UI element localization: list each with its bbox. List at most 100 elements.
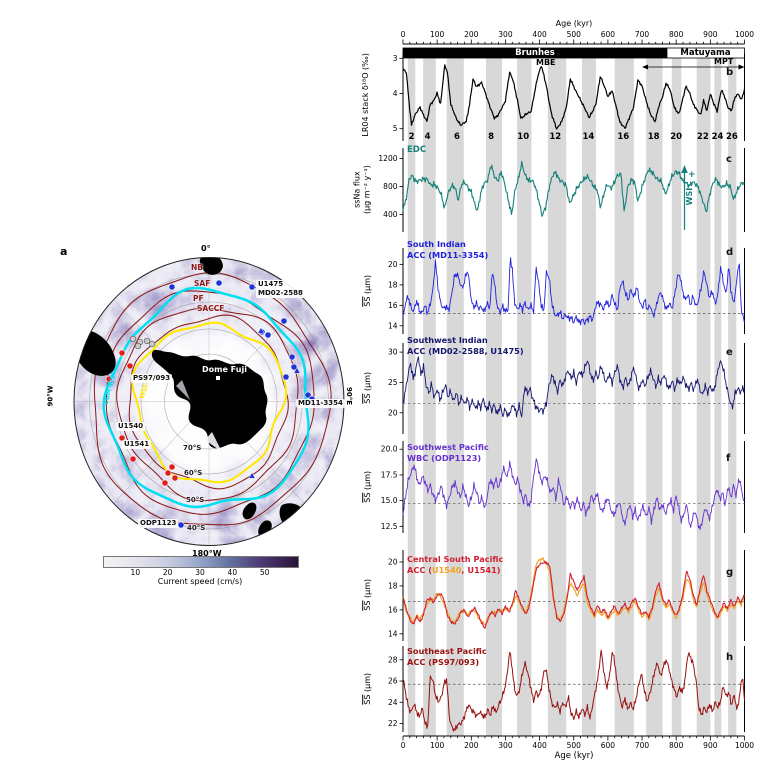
panel-g: 14 16 18 20 bbox=[388, 550, 745, 641]
site-label-u1540: U1540 bbox=[116, 422, 146, 431]
lgm-wsi-line bbox=[102, 286, 310, 509]
mpt-label: MPT bbox=[714, 57, 734, 66]
lat-70s: 70°S bbox=[183, 444, 202, 452]
colorbar-tick-40: 40 bbox=[227, 568, 238, 577]
lat-50s: 50°S bbox=[186, 496, 205, 504]
ylabel-lr04: LR04 stack δ¹⁸O (‰) bbox=[361, 52, 371, 137]
ylabel-ss-g: SS (μm) bbox=[363, 578, 373, 611]
svg-text:14: 14 bbox=[388, 629, 398, 638]
svg-text:400: 400 bbox=[532, 741, 547, 750]
svg-text:15.0: 15.0 bbox=[381, 496, 398, 505]
panel-c: 400 800 1200 bbox=[378, 148, 745, 232]
ylabel-ssna-line1: ssNa flux bbox=[352, 171, 362, 208]
svg-text:24: 24 bbox=[712, 132, 724, 142]
svg-text:700: 700 bbox=[635, 30, 650, 39]
ylabel-ssna-line2: (µg m⁻² y⁻¹) bbox=[362, 165, 371, 215]
series-u1541 bbox=[402, 560, 745, 629]
title-panel-e: Southwest Indian ACC (MD02-2588, U1475) bbox=[407, 335, 524, 356]
svg-text:12.5: 12.5 bbox=[381, 522, 398, 531]
title-panel-f: Southwest Pacific WBC (ODP1123) bbox=[407, 442, 489, 463]
title-panel-d: South Indian ACC (MD11-3354) bbox=[407, 239, 489, 260]
svg-text:200: 200 bbox=[464, 741, 479, 750]
svg-text:14: 14 bbox=[388, 321, 398, 330]
map-label-90e: 90°E bbox=[345, 387, 354, 406]
panel-letter-f: f bbox=[726, 453, 731, 464]
series-edc-ssna bbox=[402, 160, 745, 217]
site-label-ps97: PS97/093 bbox=[131, 374, 173, 383]
front-label-pf: PF bbox=[193, 294, 204, 303]
site-markers bbox=[105, 279, 316, 529]
wsi-label: WSI bbox=[685, 187, 695, 206]
panel-letter-c: c bbox=[726, 154, 732, 165]
svg-text:800: 800 bbox=[383, 182, 398, 191]
panel-h: 22 24 26 28 bbox=[388, 646, 745, 732]
svg-text:18: 18 bbox=[388, 581, 398, 590]
svg-text:600: 600 bbox=[601, 741, 616, 750]
svg-text:22: 22 bbox=[697, 132, 709, 142]
site-label-odp1123: ODP1123 bbox=[138, 519, 179, 528]
svg-text:900: 900 bbox=[703, 30, 718, 39]
series-ps97-093 bbox=[402, 649, 745, 732]
panel-letter-g: g bbox=[726, 567, 734, 578]
age-axes: 0 0 100 100 200 200 300 300 400 400 500 500 600 600 70… bbox=[401, 30, 755, 750]
svg-text:1000: 1000 bbox=[735, 741, 754, 750]
svg-text:20: 20 bbox=[670, 132, 682, 142]
svg-text:8: 8 bbox=[488, 132, 494, 142]
age-axis-bottom-label: Age (kyr) bbox=[554, 751, 594, 761]
svg-text:12: 12 bbox=[549, 132, 561, 142]
chart-panels: 0 0 100 100 200 200 300 300 400 400 500 500 600 600 70… bbox=[378, 30, 754, 750]
svg-text:17.5: 17.5 bbox=[381, 470, 398, 479]
mis-stage-numbers: 2 4 6 8 10 12 14 16 18 20 22 24 26 bbox=[409, 132, 738, 142]
panel-e: 20 25 30 bbox=[388, 343, 745, 434]
front-label-nb: NB bbox=[191, 263, 203, 272]
svg-text:4: 4 bbox=[425, 132, 431, 142]
svg-text:16: 16 bbox=[388, 605, 398, 614]
colorbar-tick-50: 50 bbox=[259, 568, 270, 577]
svg-text:2: 2 bbox=[409, 132, 415, 142]
panel-letter-b: b bbox=[726, 67, 734, 78]
svg-text:3: 3 bbox=[393, 54, 398, 63]
chron-matuyama-label: Matuyama bbox=[680, 48, 731, 58]
ylabel-ssna: ssNa flux (µg m⁻² y⁻¹) bbox=[352, 145, 371, 235]
age-axis-top-label: Age (kyr) bbox=[555, 19, 593, 28]
panel-letter-h: h bbox=[726, 652, 734, 663]
svg-text:700: 700 bbox=[635, 741, 650, 750]
site-md02: MD02-2588 bbox=[258, 289, 303, 297]
site-label-u1475-md02: U1475 MD02-2588 bbox=[256, 280, 305, 298]
site-label-md11: MD11-3354 bbox=[296, 399, 345, 408]
current-speed-colorbar bbox=[103, 556, 299, 568]
ylabel-ss-h: SS (μm) bbox=[363, 672, 373, 705]
colorbar-tick-10: 10 bbox=[130, 568, 141, 577]
svg-text:18: 18 bbox=[648, 132, 660, 142]
svg-text:100: 100 bbox=[430, 30, 445, 39]
colorbar-label: Current speed (cm/s) bbox=[157, 577, 243, 586]
svg-text:500: 500 bbox=[567, 741, 582, 750]
svg-text:600: 600 bbox=[601, 30, 616, 39]
svg-text:5: 5 bbox=[393, 124, 398, 133]
front-label-saccf: SACCF bbox=[197, 304, 225, 313]
map-label-0deg: 0° bbox=[201, 244, 211, 253]
svg-text:0: 0 bbox=[401, 30, 406, 39]
title-panel-g: Central South Pacific ACC (U1540, U1541) bbox=[407, 554, 504, 575]
svg-text:400: 400 bbox=[532, 30, 547, 39]
ylabel-ss-d: SS (μm) bbox=[363, 274, 373, 307]
site-u1475: U1475 bbox=[258, 280, 284, 288]
svg-text:10: 10 bbox=[517, 132, 529, 142]
svg-text:26: 26 bbox=[388, 677, 398, 686]
map-label-90w: 90°W bbox=[46, 385, 55, 407]
svg-text:20: 20 bbox=[388, 260, 398, 269]
svg-text:800: 800 bbox=[669, 741, 684, 750]
svg-text:400: 400 bbox=[383, 210, 398, 219]
svg-text:500: 500 bbox=[567, 30, 582, 39]
front-label-saf: SAF bbox=[194, 279, 211, 288]
svg-text:16: 16 bbox=[388, 301, 398, 310]
chron-brunhes-label: Brunhes bbox=[515, 48, 555, 58]
lat-60s: 60°S bbox=[184, 469, 203, 477]
edc-label: EDC bbox=[407, 145, 427, 155]
title-panel-h: Southeast Pacific ACC (PS97/093) bbox=[407, 646, 487, 667]
colorbar-tick-30: 30 bbox=[195, 568, 205, 577]
site-label-u1541: U1541 bbox=[122, 440, 152, 449]
svg-text:0: 0 bbox=[401, 741, 406, 750]
panel-f: 12.5 15.0 17.5 20.0 bbox=[381, 441, 745, 533]
